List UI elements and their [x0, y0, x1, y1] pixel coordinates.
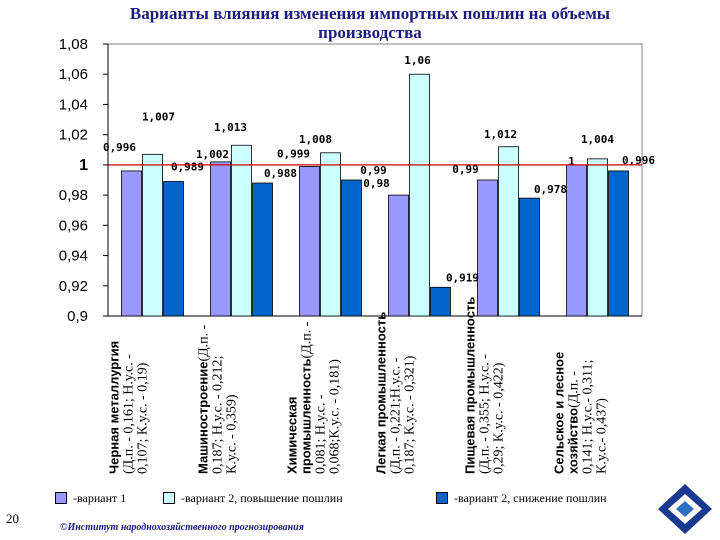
legend-swatch-variant2-down [436, 492, 448, 504]
x-category-label: Сельское и лесноехозяйство(Д.п. -0,141; … [552, 352, 610, 474]
legend-swatch-variant2-up [163, 492, 175, 504]
y-tick-label: 1,04 [59, 96, 88, 113]
data-label-series3: 0,978 [534, 183, 567, 196]
data-label-series3: 0,996 [622, 154, 655, 167]
bar-series3 [341, 179, 362, 317]
data-label-series3: 0,989 [171, 161, 204, 174]
bar-series1 [121, 170, 142, 317]
y-tick-label: 1,02 [59, 127, 88, 144]
data-label-series2: 1,008 [299, 133, 332, 146]
legend-item-variant2-down: -вариант 2, снижение пошлин [436, 490, 607, 506]
bar-series1 [210, 161, 231, 317]
y-tick-label: 1,08 [59, 36, 88, 53]
y-tick-label: 1 [79, 157, 88, 174]
x-category-label: Легкая промышленность(Д.п. - 0,221;Н.у.с… [374, 312, 418, 474]
legend-label-variant1: -вариант 1 [73, 490, 127, 505]
bar-series3 [608, 170, 629, 317]
legend-swatch-variant1 [55, 492, 67, 504]
data-label-series1: 1 [568, 155, 575, 168]
bar-series1 [566, 164, 587, 317]
page-number: 20 [6, 511, 19, 526]
y-tick-label: 0,98 [59, 187, 88, 204]
bar-series2 [587, 158, 608, 317]
data-label-series3: 0,988 [264, 167, 297, 180]
y-tick-label: 1,06 [59, 66, 88, 83]
institute-logo-icon [658, 484, 712, 534]
bar-series1 [299, 165, 320, 317]
data-label-series2: 1,06 [404, 54, 431, 67]
x-category-label: Пищевая промышленность(Д.п. - 0,355; Н.у… [463, 297, 507, 474]
data-label-series1: 1,002 [196, 148, 229, 161]
y-tick-label: 0,96 [59, 217, 88, 234]
data-label-series2: 1,012 [484, 128, 517, 141]
bar-series3 [252, 182, 273, 317]
bar-series3 [519, 197, 540, 317]
chart-title: Варианты влияния изменения импортных пош… [129, 4, 611, 42]
bar-series2 [231, 144, 252, 317]
data-label-series3: 0,99 [360, 164, 387, 177]
x-category-label: Черная металлургия(Д.п. - 0,161; Н.у.с. … [107, 341, 151, 474]
data-label-series1: 0,98 [363, 177, 390, 190]
bar-series3 [163, 181, 184, 317]
y-tick-label: 0,92 [59, 278, 88, 295]
footer-copyright: ©Институт народнохозяйственного прогнози… [60, 522, 304, 533]
legend-label-variant2-up: -вариант 2, повышение пошлин [181, 490, 343, 505]
bar-series2 [142, 153, 163, 317]
bar-series2 [320, 152, 341, 317]
bar-series2 [498, 146, 519, 317]
data-label-series2: 1,004 [581, 133, 614, 146]
data-label-series2: 1,013 [214, 121, 247, 134]
bar-series1 [388, 194, 409, 317]
bar-series3 [430, 286, 451, 317]
data-label-series2: 1,007 [142, 110, 175, 123]
legend-label-variant2-down: -вариант 2, снижение пошлин [454, 490, 607, 505]
data-label-series1: 0,999 [277, 147, 310, 160]
bar-series1 [477, 179, 498, 317]
x-category-label: Химическаяпромышленность(Д.п. -0,081; Н.… [285, 321, 343, 474]
x-category-label: Машиностроение(Д.п. -0,187; Н.у.с. - 0,2… [196, 324, 240, 474]
data-label-series1: 0,996 [103, 141, 136, 154]
plot-background [107, 43, 643, 317]
bar-series2 [409, 73, 430, 317]
data-label-series3: 0,919 [446, 271, 479, 284]
plot-area: 0,9 0,92 0,94 0,96 0,98 1 1,02 1,04 1,06 1,08 [59, 36, 643, 325]
legend-item-variant1: -вариант 1 [55, 490, 126, 506]
data-label-series1: 0,99 [452, 163, 479, 176]
y-tick-label: 0,94 [59, 248, 88, 265]
y-tick-label: 0,9 [67, 308, 88, 325]
legend-item-variant2-up: -вариант 2, повышение пошлин [163, 490, 343, 506]
